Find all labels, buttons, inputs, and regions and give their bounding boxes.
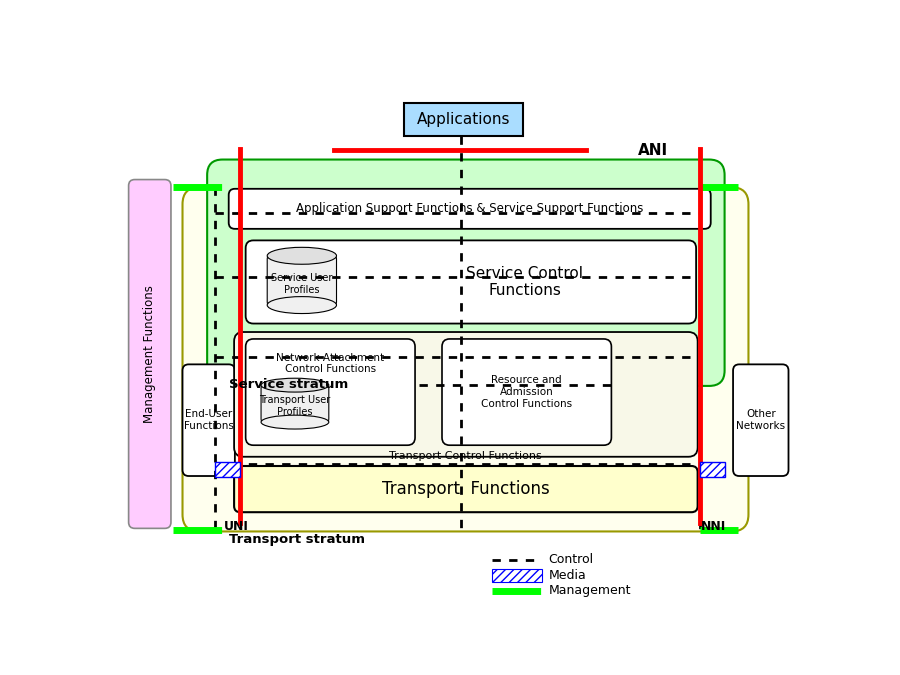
Text: ANI: ANI [638,143,669,158]
Text: Service Control
Functions: Service Control Functions [466,266,583,298]
FancyBboxPatch shape [442,339,611,446]
Text: Other
Networks: Other Networks [736,409,786,431]
FancyBboxPatch shape [207,159,725,386]
Text: Applications: Applications [417,112,510,127]
Bar [492,569,542,581]
FancyBboxPatch shape [734,364,788,476]
FancyBboxPatch shape [183,364,235,476]
FancyBboxPatch shape [183,187,749,531]
Text: End-User
Functions: End-User Functions [184,409,234,431]
Text: Service stratum: Service stratum [229,378,348,391]
Text: Network Attachment
Control Functions: Network Attachment Control Functions [276,353,384,375]
FancyBboxPatch shape [246,240,696,323]
Text: Management Functions: Management Functions [143,285,157,423]
Bar [700,462,725,477]
Text: Transport User
Profiles: Transport User Profiles [259,395,330,416]
Text: Control: Control [548,554,593,566]
FancyBboxPatch shape [129,180,171,529]
FancyBboxPatch shape [246,339,415,446]
Text: Transport  Functions: Transport Functions [382,480,550,498]
Ellipse shape [261,378,328,392]
Text: Resource and
Admission
Control Functions: Resource and Admission Control Functions [482,375,572,408]
FancyBboxPatch shape [234,466,698,512]
Text: Transport Control Functions: Transport Control Functions [390,451,542,460]
Bar [215,462,240,477]
FancyBboxPatch shape [229,189,711,229]
FancyBboxPatch shape [234,332,698,457]
Text: Media: Media [548,569,586,582]
Text: Transport stratum: Transport stratum [229,533,364,547]
Text: Service User
Profiles: Service User Profiles [271,273,332,295]
Ellipse shape [267,247,337,264]
Ellipse shape [261,415,328,429]
Ellipse shape [267,296,337,314]
Text: NNI: NNI [701,520,726,533]
FancyBboxPatch shape [267,256,337,305]
Bar [403,103,523,136]
Text: UNI: UNI [224,520,248,533]
FancyBboxPatch shape [261,385,328,422]
Text: Management: Management [548,585,631,597]
Text: Application Support Functions & Service Support Functions: Application Support Functions & Service … [296,202,644,215]
